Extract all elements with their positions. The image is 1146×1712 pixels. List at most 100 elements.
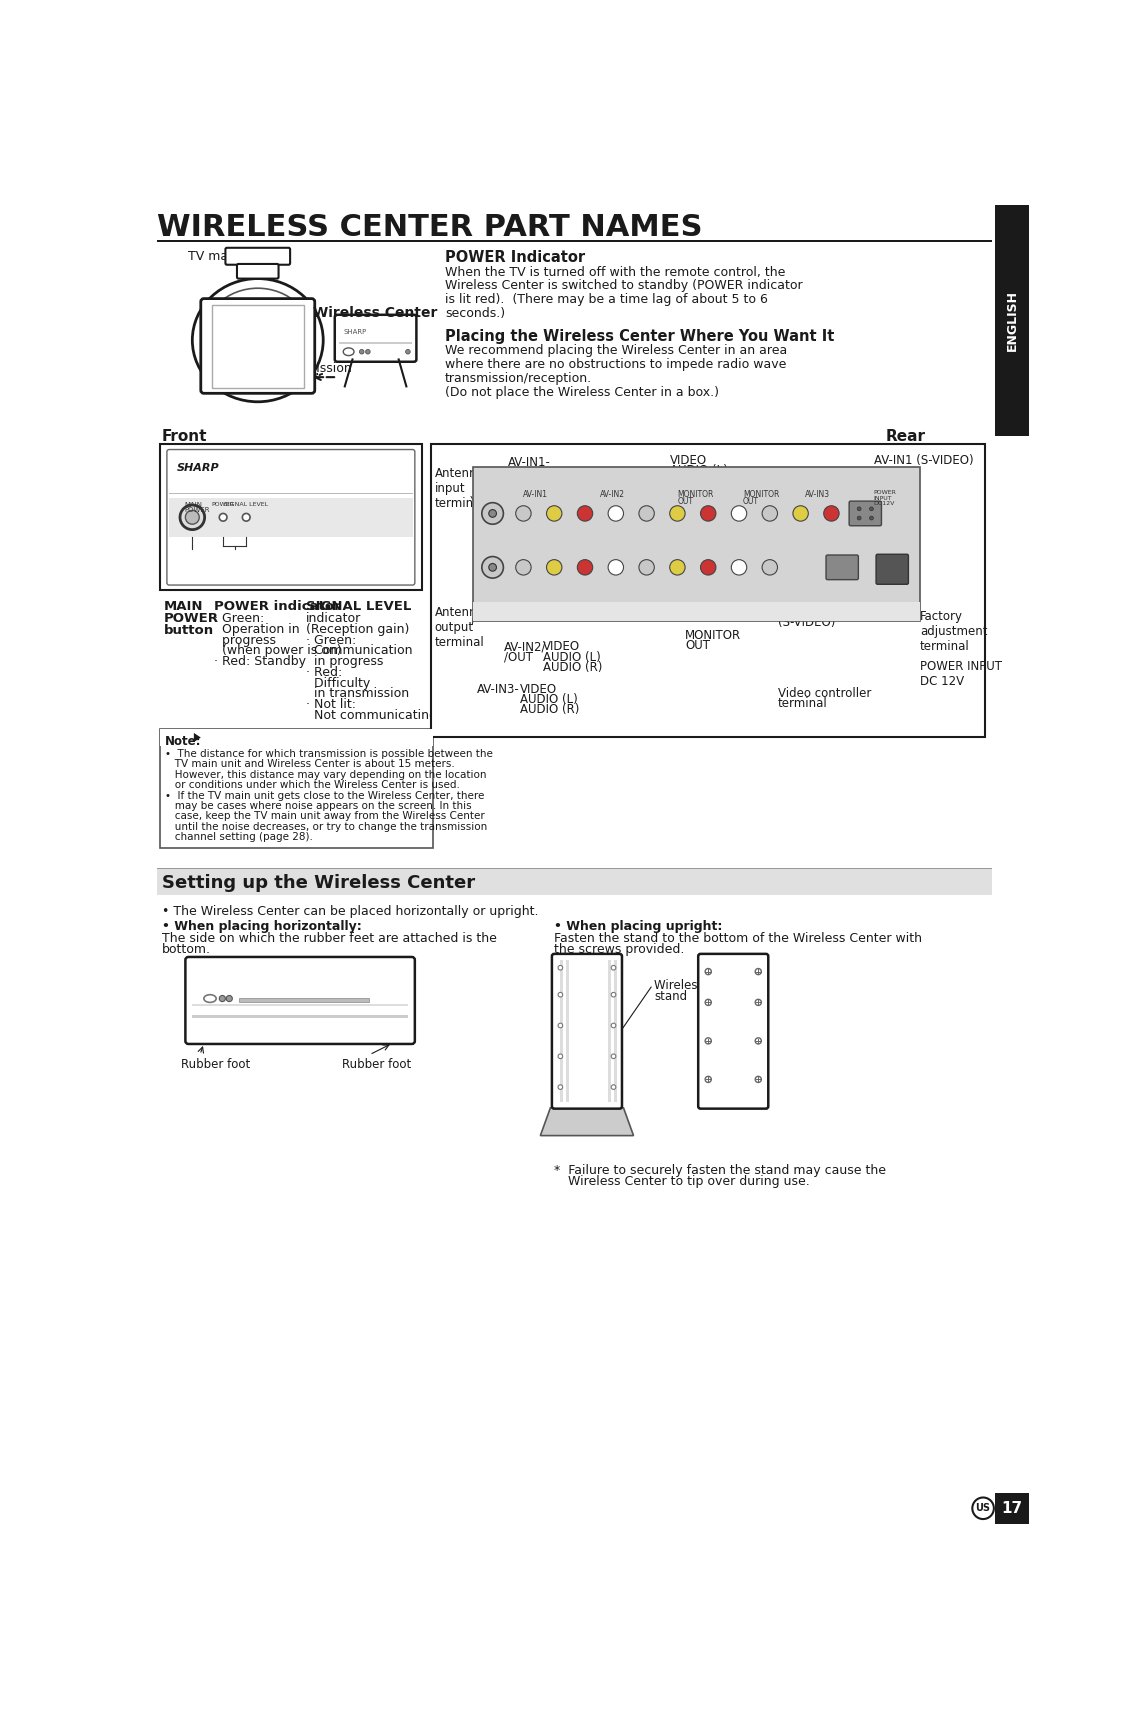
Circle shape (731, 560, 747, 575)
Ellipse shape (344, 348, 354, 356)
Circle shape (547, 505, 562, 520)
Circle shape (558, 993, 563, 996)
FancyBboxPatch shape (826, 555, 858, 580)
Bar (238, 998, 369, 1003)
Text: SHARP: SHARP (344, 329, 367, 334)
Bar (996, 1493, 1028, 1524)
Text: OUT: OUT (743, 496, 759, 505)
Text: or conditions under which the Wireless Center is used.: or conditions under which the Wireless C… (165, 781, 460, 791)
Ellipse shape (204, 995, 217, 1003)
Text: ....: .... (306, 363, 325, 378)
Text: VIDEO: VIDEO (543, 640, 580, 654)
Circle shape (700, 505, 716, 520)
Text: Rubber foot: Rubber foot (343, 1058, 411, 1070)
Circle shape (611, 993, 615, 996)
Circle shape (611, 1055, 615, 1058)
Bar (193, 1015, 408, 1019)
Text: POWER INPUT
DC 12V: POWER INPUT DC 12V (920, 659, 1002, 688)
Text: AUDIO (R): AUDIO (R) (519, 704, 579, 716)
Text: until the noise decreases, or try to change the transmission: until the noise decreases, or try to cha… (165, 822, 487, 832)
Circle shape (611, 966, 615, 971)
Circle shape (578, 560, 592, 575)
Text: MONITOR: MONITOR (685, 628, 741, 642)
Circle shape (488, 563, 496, 572)
Text: US: US (975, 1503, 990, 1513)
FancyBboxPatch shape (237, 264, 278, 279)
FancyBboxPatch shape (876, 555, 909, 584)
Bar (431, 443, 986, 736)
Bar (566, 960, 568, 1103)
Text: · Green:: · Green: (214, 611, 264, 625)
Circle shape (180, 505, 205, 529)
Circle shape (855, 505, 870, 520)
Text: button: button (164, 625, 214, 637)
Bar (160, 729, 433, 849)
Text: OUT: OUT (685, 639, 711, 652)
Circle shape (516, 505, 531, 520)
FancyBboxPatch shape (335, 315, 416, 361)
Text: AUDIO (R): AUDIO (R) (669, 474, 729, 488)
Bar (212, 305, 304, 389)
Bar (170, 498, 413, 536)
Circle shape (366, 349, 370, 354)
Circle shape (547, 560, 562, 575)
Circle shape (611, 1085, 615, 1089)
Text: AUDIO (L): AUDIO (L) (669, 464, 728, 478)
Circle shape (755, 969, 761, 974)
Text: VIDEO: VIDEO (519, 683, 557, 695)
Text: Difficulty: Difficulty (306, 676, 370, 690)
Text: MONITOR: MONITOR (677, 490, 714, 500)
Ellipse shape (193, 279, 323, 402)
Text: bottom.: bottom. (162, 943, 211, 955)
Text: (Reception gain): (Reception gain) (306, 623, 409, 635)
FancyBboxPatch shape (201, 298, 315, 394)
Text: in transmission: in transmission (306, 688, 409, 700)
Text: Antenna
output
terminal: Antenna output terminal (434, 606, 485, 649)
FancyBboxPatch shape (167, 450, 415, 586)
Bar (473, 603, 920, 621)
Text: POWER: POWER (212, 502, 235, 507)
Bar (473, 467, 920, 621)
Circle shape (186, 510, 199, 524)
Text: TV main unit: TV main unit (188, 250, 268, 264)
Text: Placing the Wireless Center Where You Want It: Placing the Wireless Center Where You Wa… (445, 329, 834, 344)
Text: AUDIO (L): AUDIO (L) (543, 651, 601, 664)
Text: (Do not place the Wireless Center in a box.): (Do not place the Wireless Center in a b… (445, 385, 719, 399)
Text: Video controller: Video controller (777, 687, 871, 700)
Text: SHARP: SHARP (176, 464, 220, 474)
Text: AUDIO (R): AUDIO (R) (543, 661, 602, 673)
Text: POWER Indicator: POWER Indicator (445, 250, 584, 265)
Text: AV-IN1: AV-IN1 (524, 490, 549, 500)
Text: Factory
adjustment
terminal: Factory adjustment terminal (920, 609, 988, 652)
Circle shape (669, 560, 685, 575)
Circle shape (481, 503, 503, 524)
Text: · Not lit:: · Not lit: (306, 698, 356, 710)
Text: Wireless Center: Wireless Center (313, 305, 438, 320)
Circle shape (705, 1000, 712, 1005)
Circle shape (226, 995, 233, 1002)
Circle shape (406, 349, 410, 354)
Circle shape (558, 966, 563, 971)
Text: MONITOR OUT: MONITOR OUT (777, 606, 863, 618)
Text: WIRELESS CENTER PART NAMES: WIRELESS CENTER PART NAMES (157, 212, 702, 241)
Bar (996, 205, 1028, 437)
Text: Operation in: Operation in (214, 623, 299, 635)
Text: AV-IN3: AV-IN3 (804, 490, 830, 500)
FancyBboxPatch shape (226, 248, 290, 265)
Circle shape (558, 1055, 563, 1058)
Text: progress: progress (214, 633, 276, 647)
Text: We recommend placing the Wireless Center in an area: We recommend placing the Wireless Center… (445, 344, 787, 358)
Circle shape (857, 515, 861, 520)
Text: POWER: POWER (164, 611, 219, 625)
Text: Wireless Center is switched to standby (POWER indicator: Wireless Center is switched to standby (… (445, 279, 802, 293)
Text: may be cases where noise appears on the screen. In this: may be cases where noise appears on the … (165, 801, 471, 811)
Text: AV-IN2/: AV-IN2/ (504, 640, 547, 654)
Text: · Red: Standby: · Red: Standby (214, 656, 306, 668)
Circle shape (705, 1077, 712, 1082)
Circle shape (793, 505, 808, 520)
Text: in progress: in progress (306, 656, 384, 668)
Circle shape (639, 560, 654, 575)
Circle shape (755, 1077, 761, 1082)
Text: • When placing upright:: • When placing upright: (555, 919, 723, 933)
Polygon shape (194, 733, 201, 741)
